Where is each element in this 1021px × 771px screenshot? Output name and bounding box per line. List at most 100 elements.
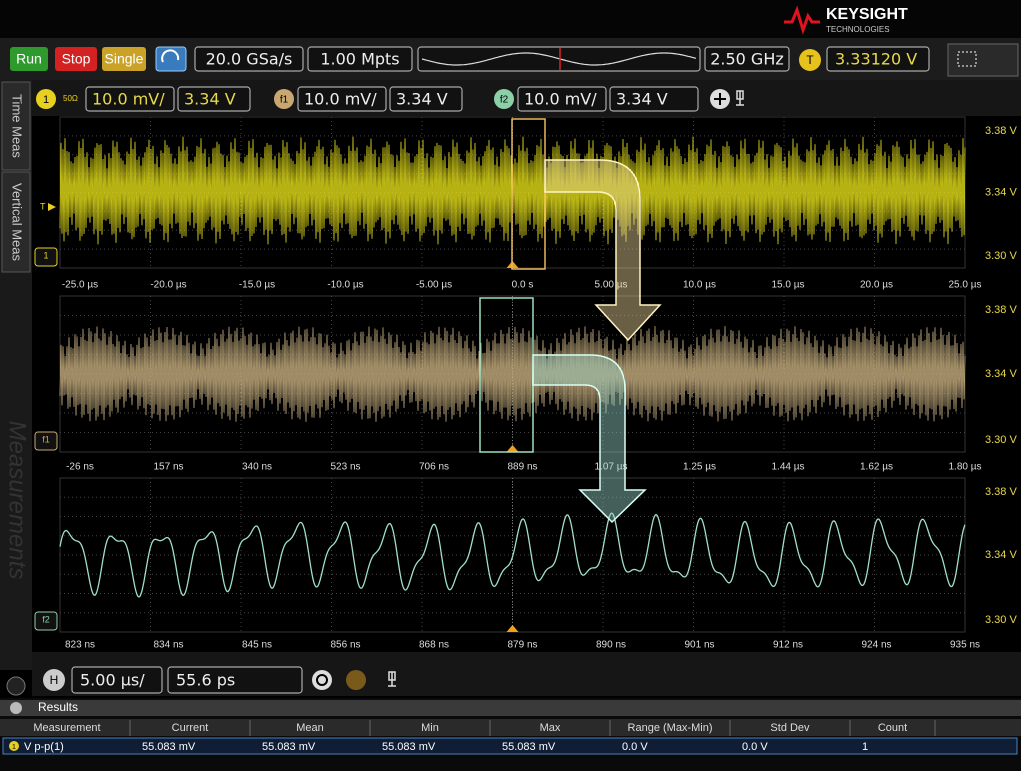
overview-wave: [421, 52, 697, 66]
vertical-meas-tab[interactable]: [1, 171, 31, 273]
cell: 55.083 mV: [382, 741, 436, 753]
y-label: 3.30 V: [985, 434, 1017, 446]
f2-offset-box[interactable]: [609, 86, 699, 112]
waveform: [59, 326, 966, 422]
f1-offset[interactable]: 3.34 V: [396, 90, 448, 109]
column-header: Measurement: [33, 722, 100, 734]
zero-icon: [316, 674, 328, 686]
panel-badge-label: 1: [43, 250, 48, 260]
f1-badge-label: f1: [280, 95, 289, 106]
h-scale-box[interactable]: [71, 666, 163, 694]
results-gear[interactable]: [10, 702, 22, 714]
y-label: 3.30 V: [985, 614, 1017, 626]
x-label: 856 ns: [330, 640, 360, 651]
cell: 1: [862, 741, 868, 753]
y-label: 3.38 V: [985, 304, 1017, 316]
zoom-arrow-2: [532, 354, 647, 524]
h-pin[interactable]: [388, 671, 396, 687]
results-title: Results: [38, 700, 78, 714]
single-button[interactable]: [102, 47, 146, 71]
zoom-box-1: [511, 118, 546, 270]
measurements-label[interactable]: Measurements: [4, 421, 31, 580]
cell: 0.0 V: [742, 741, 768, 753]
ch1-scale[interactable]: 10.0 mV/: [92, 90, 165, 109]
x-label: 523 ns: [330, 462, 360, 473]
ch1-offset-box[interactable]: [177, 86, 251, 112]
bandwidth-box[interactable]: [704, 46, 790, 72]
f2-offset[interactable]: 3.34 V: [616, 90, 668, 109]
h-scale[interactable]: 5.00 µs/: [80, 671, 145, 690]
x-label: 1.07 µs: [594, 462, 627, 473]
ch1-badge-label: 1: [43, 94, 49, 106]
x-label: -10.0 µs: [327, 280, 363, 291]
time-meas-label[interactable]: Time Meas: [10, 94, 25, 158]
f1-scale-box[interactable]: [297, 86, 387, 112]
trigger-level-box[interactable]: [826, 46, 930, 72]
sample-rate-box[interactable]: [194, 46, 304, 72]
column-header: Range (Max-Min): [628, 722, 713, 734]
expand-button[interactable]: [6, 676, 26, 696]
ch1-scale-box[interactable]: [85, 86, 175, 112]
time-meas-tab[interactable]: [1, 81, 31, 171]
y-label: 3.34 V: [985, 549, 1017, 561]
x-label: 901 ns: [684, 640, 714, 651]
x-label: 823 ns: [65, 640, 95, 651]
y-label: 3.34 V: [985, 186, 1017, 198]
result-row[interactable]: [2, 737, 1018, 755]
h-delay-box[interactable]: [167, 666, 303, 694]
ch1-badge[interactable]: [36, 89, 56, 109]
zero-button[interactable]: [312, 670, 332, 690]
x-label: 890 ns: [596, 640, 626, 651]
f1-badge[interactable]: [274, 89, 294, 109]
f2-badge[interactable]: [494, 89, 514, 109]
trigger-badge[interactable]: [799, 49, 821, 71]
vertical-meas-label[interactable]: Vertical Meas: [10, 183, 25, 262]
single-label[interactable]: Single: [105, 51, 144, 67]
trigger-arrow: [48, 203, 56, 211]
x-label: 868 ns: [419, 640, 449, 651]
bandwidth[interactable]: 2.50 GHz: [710, 50, 784, 69]
trigger-level[interactable]: 3.33120 V: [835, 50, 917, 69]
h-badge-label: H: [50, 673, 59, 687]
x-label: 845 ns: [242, 640, 272, 651]
f2-scale[interactable]: 10.0 mV/: [524, 90, 597, 109]
cell: 0.0 V: [622, 741, 648, 753]
zoom-arrow-1: [544, 159, 662, 342]
brand-bar: [0, 0, 1021, 38]
cell: 55.083 mV: [262, 741, 316, 753]
ch1-impedance: 50Ω: [63, 94, 78, 103]
pin-icon[interactable]: [736, 90, 744, 106]
h-badge[interactable]: [43, 669, 65, 691]
x-label: -5.00 µs: [416, 280, 452, 291]
x-label: 935 ns: [950, 640, 980, 651]
y-label: 3.34 V: [985, 368, 1017, 380]
run-button[interactable]: [10, 47, 48, 71]
memory-box[interactable]: [307, 46, 413, 72]
stop-button[interactable]: [55, 47, 97, 71]
x-label: 0.0 s: [512, 280, 534, 291]
x-label: 340 ns: [242, 462, 272, 473]
y-label: 3.38 V: [985, 486, 1017, 498]
add-icon: [714, 93, 726, 105]
y-label: 3.30 V: [985, 250, 1017, 262]
stop-label[interactable]: Stop: [62, 51, 91, 67]
x-label: 20.0 µs: [860, 280, 893, 291]
x-label: -25.0 µs: [62, 280, 98, 291]
f2-scale-box[interactable]: [517, 86, 607, 112]
run-label[interactable]: Run: [16, 51, 42, 67]
zoom-tool[interactable]: [947, 43, 1019, 77]
column-header: Max: [540, 722, 561, 734]
navigate-button[interactable]: [346, 670, 366, 690]
sample-rate[interactable]: 20.0 GSa/s: [206, 50, 293, 69]
h-delay[interactable]: 55.6 ps: [176, 671, 235, 690]
x-label: -15.0 µs: [239, 280, 275, 291]
memory-depth[interactable]: 1.00 Mpts: [320, 50, 399, 69]
panel-badge: [34, 611, 58, 631]
f1-offset-box[interactable]: [389, 86, 463, 112]
table-header: [0, 719, 1021, 736]
brand-logo: [784, 5, 820, 35]
ch1-offset[interactable]: 3.34 V: [184, 90, 236, 109]
f1-scale[interactable]: 10.0 mV/: [304, 90, 377, 109]
x-label: 5.00 µs: [594, 280, 627, 291]
